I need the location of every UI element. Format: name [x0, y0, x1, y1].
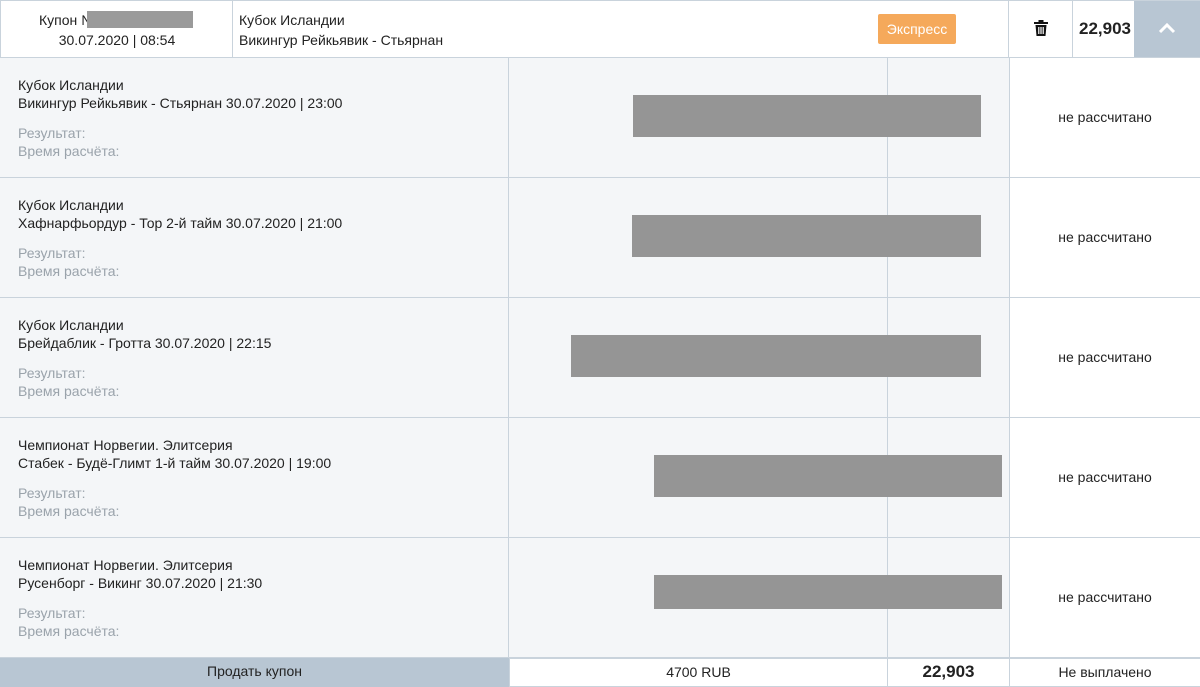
redacted-outcome: [632, 215, 981, 257]
redacted-outcome: [654, 455, 1002, 497]
bet-odds-cell: [888, 538, 1010, 657]
bet-result-label: Результат:: [18, 245, 86, 261]
bet-result-label: Результат:: [18, 365, 86, 381]
bet-row: Кубок Исландии Брейдаблик - Гротта 30.07…: [0, 298, 1200, 418]
coupon-number-redacted: [87, 11, 193, 28]
bet-info: Кубок Исландии Викингур Рейкьявик - Стья…: [0, 58, 509, 177]
redacted-outcome: [654, 575, 1002, 609]
bet-info: Кубок Исландии Хафнарфьордур - Тор 2-й т…: [0, 178, 509, 297]
header-league: Кубок Исландии: [239, 12, 345, 28]
delete-coupon-cell: [1009, 1, 1073, 57]
bet-row: Кубок Исландии Викингур Рейкьявик - Стья…: [0, 58, 1200, 178]
coupon-number-label: Купон №: [39, 12, 97, 28]
bet-odds-cell: [888, 178, 1010, 297]
chevron-up-icon: [1158, 22, 1176, 34]
bet-status: не рассчитано: [1010, 298, 1200, 417]
bet-list: Кубок Исландии Викингур Рейкьявик - Стья…: [0, 58, 1200, 658]
bet-info: Чемпионат Норвегии. Элитсерия Русенборг …: [0, 538, 509, 657]
bet-odds-cell: [888, 58, 1010, 177]
bet-result-label: Результат:: [18, 485, 86, 501]
bet-calc-time-label: Время расчёта:: [18, 383, 120, 399]
bet-odds-cell: [888, 418, 1010, 537]
sell-coupon-button[interactable]: Продать купон: [0, 658, 509, 687]
bet-match: Русенборг - Викинг 30.07.2020 | 21:30: [18, 575, 263, 591]
bet-match: Викингур Рейкьявик - Стьярнан 30.07.2020…: [18, 95, 343, 111]
coupon-event-cell: Кубок Исландии Викингур Рейкьявик - Стья…: [233, 1, 1009, 57]
stake-amount: 4700 RUB: [509, 658, 888, 687]
bet-calc-time-label: Время расчёта:: [18, 143, 120, 159]
bet-league: Кубок Исландии: [18, 317, 124, 333]
bet-calc-time-label: Время расчёта:: [18, 503, 120, 519]
bet-match: Хафнарфьордур - Тор 2-й тайм 30.07.2020 …: [18, 215, 343, 231]
collapse-button[interactable]: [1134, 1, 1200, 57]
coupon-header: Купон № 30.07.2020 | 08:54 Кубок Исланди…: [0, 0, 1200, 58]
header-match: Викингур Рейкьявик - Стьярнан: [239, 32, 444, 48]
bet-row: Чемпионат Норвегии. Элитсерия Русенборг …: [0, 538, 1200, 658]
bet-result-label: Результат:: [18, 605, 86, 621]
bet-row: Чемпионат Норвегии. Элитсерия Стабек - Б…: [0, 418, 1200, 538]
header-total-odds-cell: 22,903: [1073, 1, 1135, 57]
bet-odds-cell: [888, 298, 1010, 417]
header-total-odds: 22,903: [1079, 19, 1131, 38]
bet-match: Брейдаблик - Гротта 30.07.2020 | 22:15: [18, 335, 272, 351]
bet-info: Кубок Исландии Брейдаблик - Гротта 30.07…: [0, 298, 509, 417]
bet-calc-time-label: Время расчёта:: [18, 623, 120, 639]
bet-league: Кубок Исландии: [18, 77, 124, 93]
trash-icon[interactable]: [1034, 20, 1048, 39]
bet-status: не рассчитано: [1010, 538, 1200, 657]
coupon-id-cell: Купон № 30.07.2020 | 08:54: [1, 1, 233, 57]
bet-row: Кубок Исландии Хафнарфьордур - Тор 2-й т…: [0, 178, 1200, 298]
redacted-outcome: [633, 95, 981, 137]
bet-status: не рассчитано: [1010, 178, 1200, 297]
bet-match: Стабек - Будё-Глимт 1-й тайм 30.07.2020 …: [18, 455, 332, 471]
bet-result-label: Результат:: [18, 125, 86, 141]
bet-league: Кубок Исландии: [18, 197, 124, 213]
footer-total-odds: 22,903: [888, 658, 1010, 687]
bet-league: Чемпионат Норвегии. Элитсерия: [18, 437, 233, 453]
bet-status: не рассчитано: [1010, 58, 1200, 177]
bet-league: Чемпионат Норвегии. Элитсерия: [18, 557, 233, 573]
redacted-outcome: [571, 335, 981, 377]
coupon-datetime: 30.07.2020 | 08:54: [58, 32, 176, 48]
payout-status: Не выплачено: [1010, 658, 1200, 687]
bet-type-badge: Экспресс: [878, 14, 956, 44]
bet-calc-time-label: Время расчёта:: [18, 263, 120, 279]
bet-status: не рассчитано: [1010, 418, 1200, 537]
coupon-footer: Продать купон 4700 RUB 22,903 Не выплаче…: [0, 658, 1200, 687]
bet-info: Чемпионат Норвегии. Элитсерия Стабек - Б…: [0, 418, 509, 537]
